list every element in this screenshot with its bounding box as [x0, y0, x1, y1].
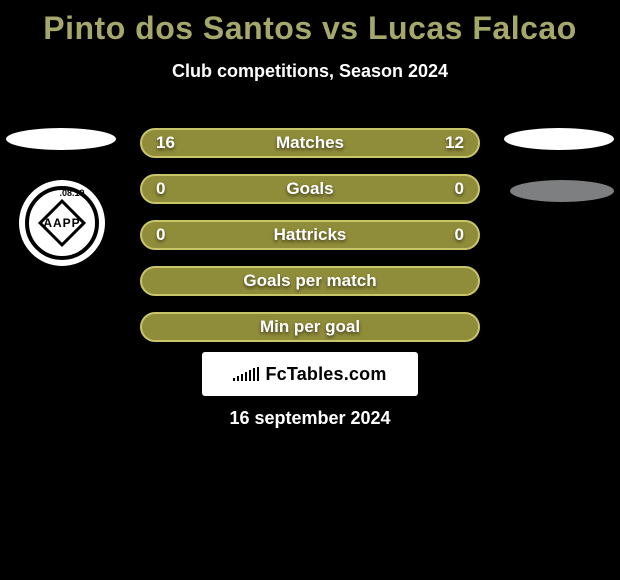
- stat-left-value: 0: [156, 179, 165, 199]
- comparison-title: Pinto dos Santos vs Lucas Falcao: [0, 10, 620, 47]
- stat-row: Goals0 0: [140, 174, 480, 204]
- as-of-date: 16 september 2024: [0, 408, 620, 429]
- stat-row: Matches16 12: [140, 128, 480, 158]
- stat-row: Goals per match: [140, 266, 480, 296]
- stat-label: Goals: [142, 179, 478, 199]
- stat-right-value: 12: [445, 133, 464, 153]
- logo-text: FcTables.com: [265, 364, 386, 385]
- stat-row: Min per goal: [140, 312, 480, 342]
- stat-label: Matches: [142, 133, 478, 153]
- stat-right-value: 0: [455, 225, 464, 245]
- logo-bars-icon: [233, 367, 259, 381]
- stat-row: Hattricks0 0: [140, 220, 480, 250]
- fctables-logo: FcTables.com: [202, 352, 418, 396]
- stat-label: Min per goal: [142, 317, 478, 337]
- stats-region: AAPP.08.19 Matches1612Goals00Hattricks00…: [0, 108, 620, 368]
- player-placeholder-oval: [504, 128, 614, 150]
- player-placeholder-oval: [510, 180, 614, 202]
- club-badge-date: .08.19: [59, 188, 84, 198]
- club-badge: AAPP .08.19: [19, 180, 105, 266]
- stat-label: Hattricks: [142, 225, 478, 245]
- stat-label: Goals per match: [142, 271, 478, 291]
- stat-rows: Matches1612Goals00Hattricks00Goals per m…: [140, 128, 480, 358]
- stat-left-value: 16: [156, 133, 175, 153]
- club-badge-text: AAPP: [43, 216, 80, 230]
- comparison-subtitle: Club competitions, Season 2024: [0, 61, 620, 82]
- player-placeholder-oval: [6, 128, 116, 150]
- stat-right-value: 0: [455, 179, 464, 199]
- stat-left-value: 0: [156, 225, 165, 245]
